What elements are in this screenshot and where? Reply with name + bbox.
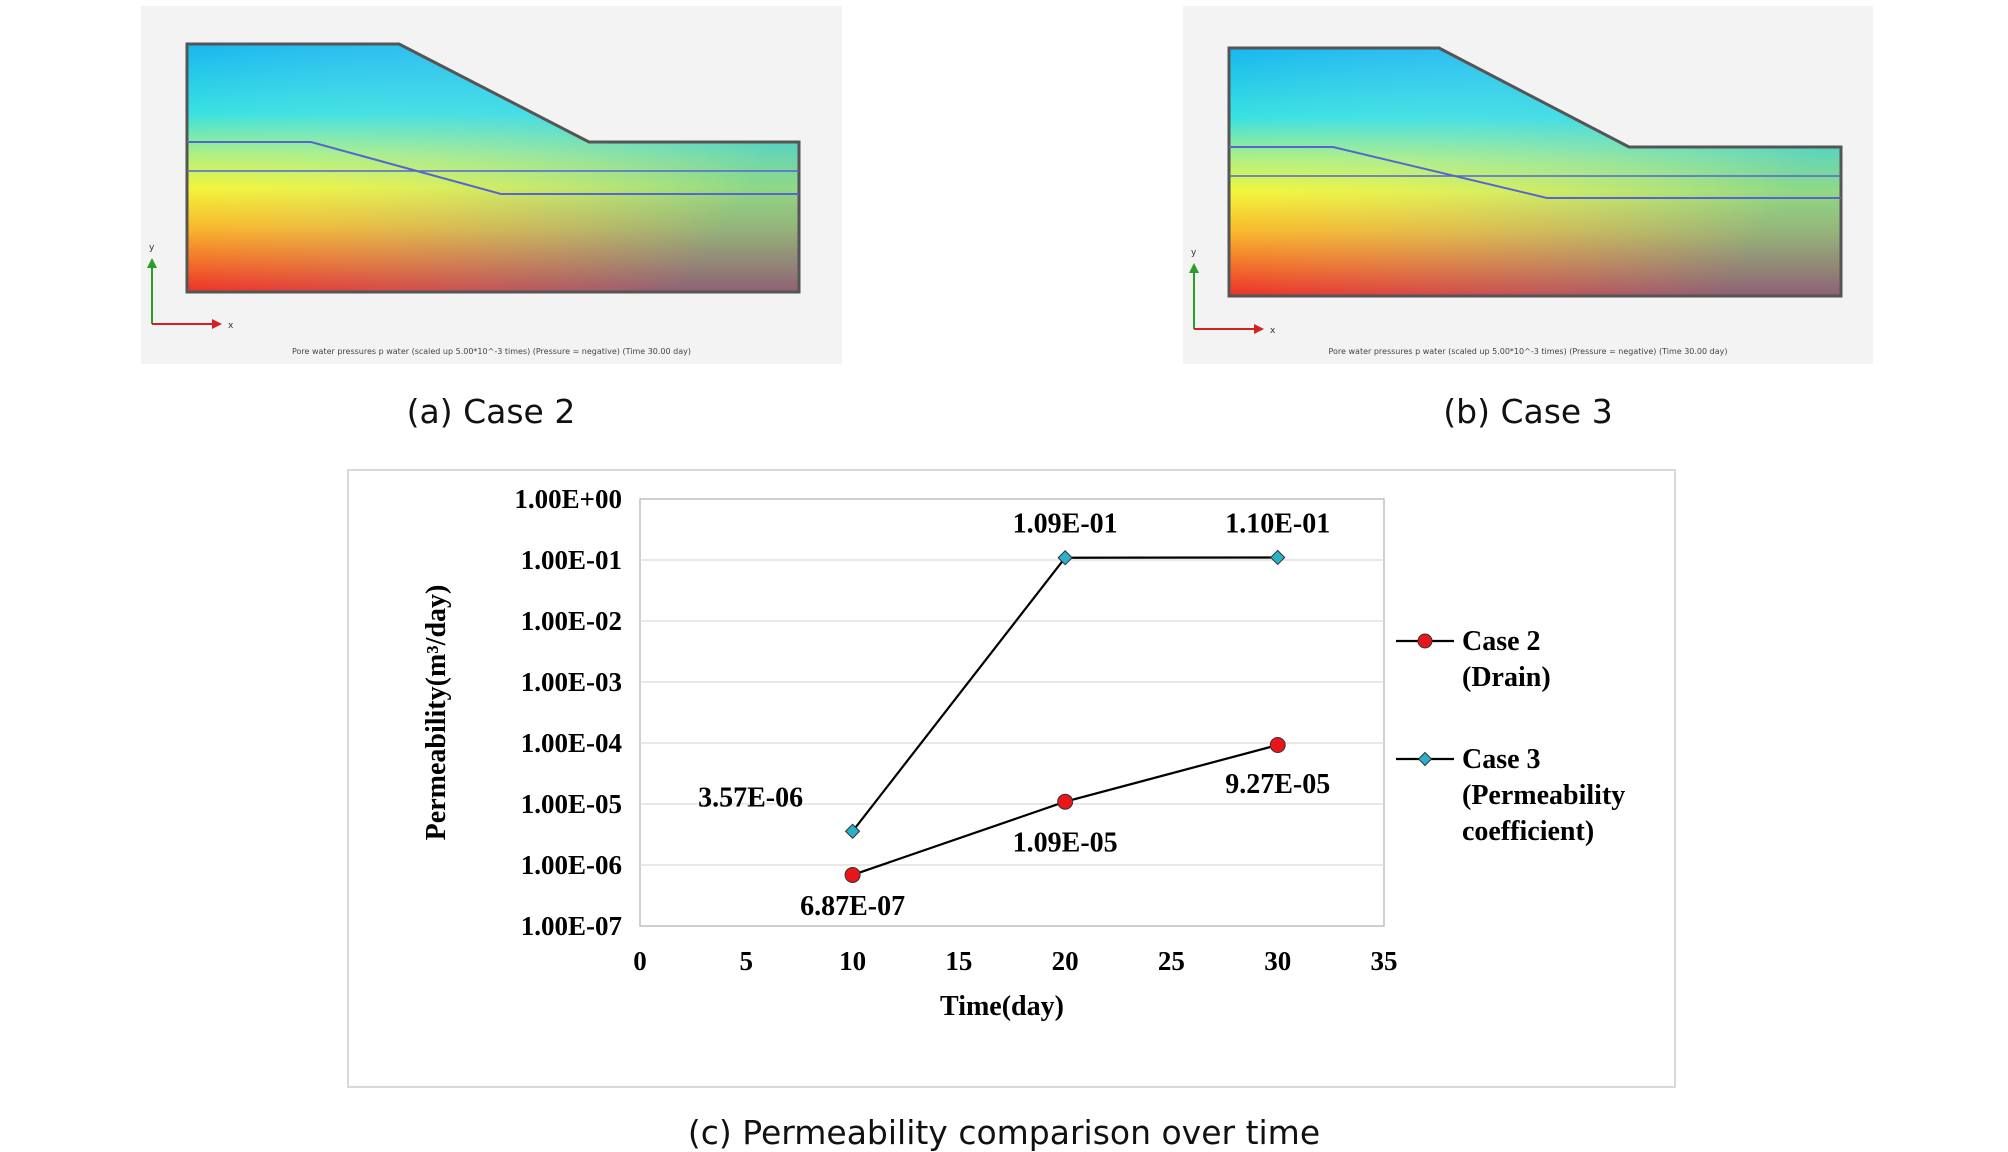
- data-point: [1269, 737, 1286, 754]
- y-tick-label: 1.00E-07: [521, 911, 622, 941]
- data-label: 9.27E-05: [1225, 769, 1330, 800]
- y-tick-label: 1.00E+00: [514, 484, 622, 514]
- permeability-chart-svg: 1.00E+00 1.00E-01 1.00E-02 1.00E-03 1.00E-04…: [421, 484, 1625, 1022]
- y-tick-label: 1.00E-05: [521, 789, 622, 819]
- data-label: 3.57E-06: [698, 782, 803, 813]
- simulation-footnote: Pore water pressures p water (scaled up …: [292, 347, 691, 356]
- caption-case-2: (a) Case 2: [406, 392, 576, 431]
- legend-label: (Permeability: [1462, 780, 1625, 811]
- data-label: 1.09E-01: [1013, 509, 1118, 540]
- x-tick-label: 35: [1371, 946, 1398, 976]
- y-axis-title: Permeability(m³/day): [421, 585, 452, 841]
- data-point: [1057, 550, 1073, 566]
- data-point: [1270, 549, 1286, 566]
- caption-permeability-comparison: (c) Permeability comparison over time: [687, 1113, 1321, 1152]
- axis-x-label: x: [228, 321, 234, 331]
- axis-y-label: y: [149, 243, 155, 253]
- data-label: 1.10E-01: [1225, 508, 1330, 539]
- data-point: [844, 823, 861, 839]
- permeability-chart: 1.00E+00 1.00E-01 1.00E-02 1.00E-03 1.00E-04…: [347, 469, 1676, 1088]
- legend-label: coefficient): [1462, 816, 1594, 847]
- y-tick-label: 1.00E-01: [521, 545, 622, 575]
- legend-marker: [1417, 633, 1433, 649]
- y-tick-label: 1.00E-06: [521, 850, 622, 880]
- axis-y-label: y: [1191, 248, 1197, 258]
- y-tick-label: 1.00E-03: [521, 667, 622, 697]
- data-label: 6.87E-07: [800, 891, 905, 922]
- x-tick-label: 15: [945, 946, 972, 976]
- caption-case-3: (b) Case 3: [1443, 392, 1613, 431]
- plot-area: [639, 498, 1385, 927]
- x-tick-label: 5: [740, 946, 754, 976]
- legend-marker: [1417, 751, 1433, 767]
- x-tick-label: 0: [633, 946, 647, 976]
- x-tick-label: 30: [1264, 946, 1291, 976]
- legend-label: Case 2: [1462, 626, 1541, 657]
- data-label: 1.09E-05: [1013, 828, 1118, 859]
- series-line: [851, 556, 1278, 832]
- data-point: [844, 866, 861, 883]
- simulation-panel-case-3: y x Pore water pressures p water (scaled…: [1183, 6, 1873, 364]
- y-tick-label: 1.00E-02: [521, 606, 622, 636]
- x-tick-label: 20: [1052, 946, 1079, 976]
- pore-pressure-contour-case-3: y x: [1189, 46, 1843, 336]
- x-axis-title: Time(day): [940, 991, 1064, 1022]
- simulation-panel-case-2: y x Pore water pressures p water (scaled…: [141, 6, 842, 364]
- legend-label: Case 3: [1462, 744, 1541, 775]
- legend-label: (Drain): [1462, 662, 1551, 693]
- y-tick-label: 1.00E-04: [521, 728, 622, 758]
- x-tick-label: 25: [1158, 946, 1185, 976]
- axis-x-label: x: [1270, 326, 1276, 336]
- x-tick-label: 10: [839, 946, 866, 976]
- pore-pressure-contour-case-2: y x: [147, 42, 801, 331]
- data-point: [1057, 793, 1074, 810]
- simulation-footnote: Pore water pressures p water (scaled up …: [1328, 347, 1728, 356]
